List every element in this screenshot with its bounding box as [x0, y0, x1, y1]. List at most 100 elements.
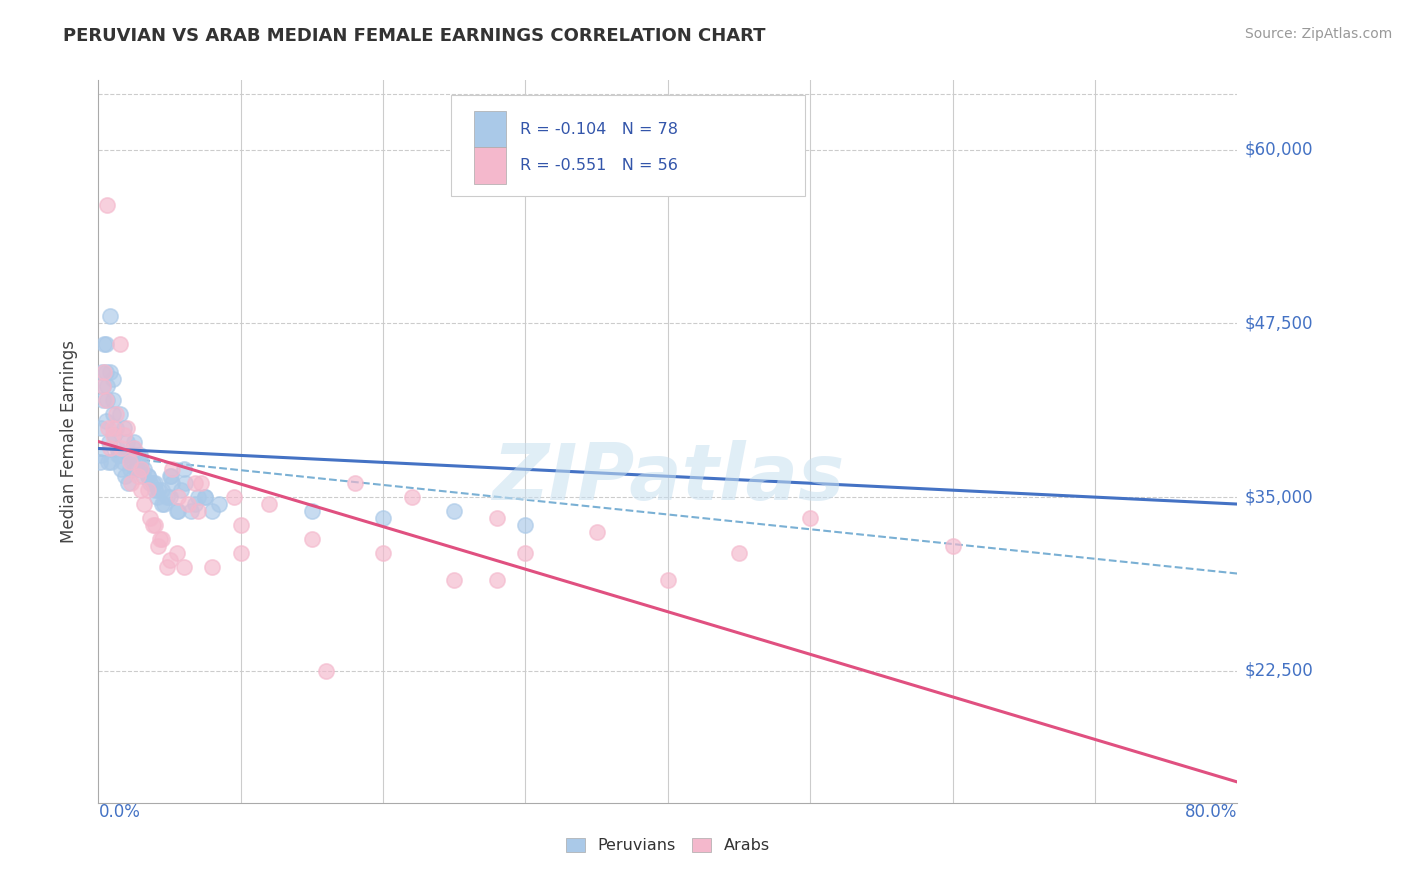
Point	[138, 511, 160, 525]
Point	[96, 198, 118, 212]
Point	[115, 420, 138, 434]
Point	[98, 442, 121, 456]
Point	[94, 392, 117, 407]
Point	[104, 420, 127, 434]
Text: $35,000: $35,000	[1244, 488, 1313, 506]
Point	[148, 483, 170, 498]
Legend: Peruvians, Arabs: Peruvians, Arabs	[560, 832, 776, 860]
Point	[108, 407, 131, 421]
Point	[132, 497, 155, 511]
Point	[156, 559, 179, 574]
Point	[90, 420, 112, 434]
Point	[121, 442, 143, 456]
Point	[129, 483, 152, 498]
Point	[229, 517, 252, 532]
Point	[301, 532, 323, 546]
Point	[187, 490, 209, 504]
Point	[141, 517, 163, 532]
Point	[101, 407, 124, 421]
Point	[91, 365, 114, 379]
Point	[145, 483, 167, 498]
Point	[98, 434, 121, 449]
Point	[194, 490, 217, 504]
Text: 0.0%: 0.0%	[98, 803, 141, 821]
Point	[129, 455, 152, 469]
Point	[153, 497, 176, 511]
Point	[152, 483, 174, 498]
FancyBboxPatch shape	[451, 95, 804, 196]
Point	[145, 517, 167, 532]
Point	[94, 337, 117, 351]
Point	[115, 449, 138, 463]
Point	[107, 449, 129, 463]
Point	[110, 442, 132, 456]
Point	[136, 469, 159, 483]
Point	[91, 379, 114, 393]
Point	[101, 420, 124, 434]
Y-axis label: Median Female Earnings: Median Female Earnings	[59, 340, 77, 543]
Point	[100, 455, 122, 469]
Point	[97, 455, 120, 469]
Point	[156, 490, 179, 504]
Point	[108, 449, 131, 463]
Point	[201, 504, 224, 518]
Point	[90, 449, 112, 463]
Point	[111, 455, 134, 469]
Point	[173, 462, 195, 476]
Point	[148, 539, 170, 553]
Point	[184, 476, 207, 491]
Point	[159, 552, 181, 566]
Point	[515, 546, 537, 560]
Point	[122, 434, 145, 449]
Point	[141, 476, 163, 491]
Point	[315, 664, 337, 678]
Point	[222, 490, 245, 504]
Point	[259, 497, 281, 511]
Point	[101, 427, 124, 442]
Point	[112, 427, 135, 442]
Text: $60,000: $60,000	[1244, 141, 1313, 159]
Point	[115, 434, 138, 449]
Point	[93, 365, 115, 379]
Point	[118, 462, 141, 476]
Point	[177, 497, 200, 511]
Point	[120, 476, 142, 491]
Point	[443, 504, 465, 518]
Point	[159, 490, 181, 504]
FancyBboxPatch shape	[474, 147, 506, 184]
Point	[162, 462, 184, 476]
Point	[91, 379, 114, 393]
Point	[98, 365, 121, 379]
Point	[136, 483, 159, 498]
Text: $22,500: $22,500	[1244, 662, 1313, 680]
Point	[108, 337, 131, 351]
Point	[170, 483, 193, 498]
Point	[101, 392, 124, 407]
Point	[152, 497, 174, 511]
Point	[657, 574, 679, 588]
Point	[94, 365, 117, 379]
Point	[112, 420, 135, 434]
Text: PERUVIAN VS ARAB MEDIAN FEMALE EARNINGS CORRELATION CHART: PERUVIAN VS ARAB MEDIAN FEMALE EARNINGS …	[63, 27, 766, 45]
Point	[145, 476, 167, 491]
Point	[96, 414, 118, 428]
Point	[138, 476, 160, 491]
Point	[187, 504, 209, 518]
Point	[93, 392, 115, 407]
Point	[124, 462, 146, 476]
Point	[401, 490, 423, 504]
Point	[201, 559, 224, 574]
Point	[160, 469, 183, 483]
Point	[443, 574, 465, 588]
Point	[117, 476, 139, 491]
Point	[132, 462, 155, 476]
Point	[129, 462, 152, 476]
Point	[118, 455, 141, 469]
Point	[101, 372, 124, 386]
Text: ZIPatlas: ZIPatlas	[492, 440, 844, 516]
Point	[93, 337, 115, 351]
Point	[942, 539, 965, 553]
Point	[128, 449, 150, 463]
Point	[97, 420, 120, 434]
Point	[486, 574, 509, 588]
